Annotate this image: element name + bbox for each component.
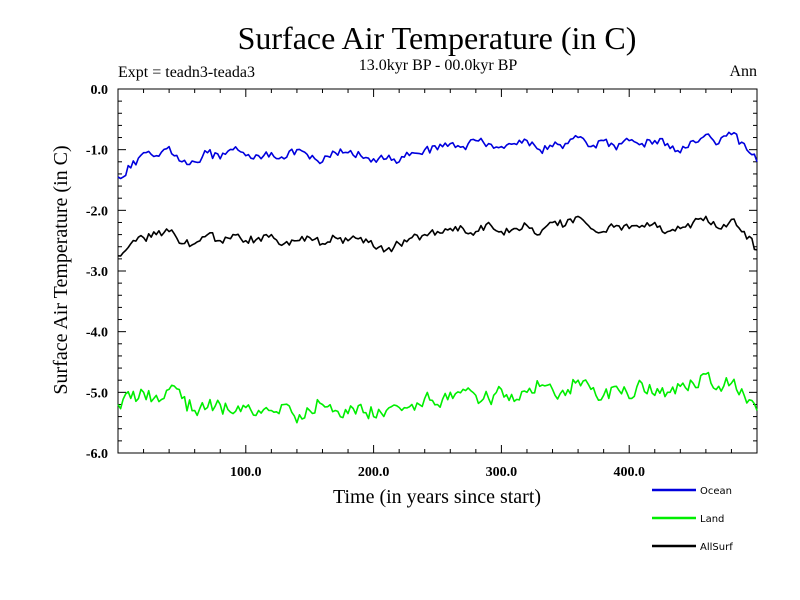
x-tick-label: 300.0	[486, 465, 518, 480]
y-axis-label: Surface Air Temperature (in C)	[50, 145, 72, 394]
y-tick-label: -1.0	[86, 144, 108, 159]
season-label: Ann	[729, 63, 757, 80]
y-tick-label: -3.0	[86, 265, 108, 280]
x-axis-label: Time (in years since start)	[333, 486, 541, 508]
experiment-label: Expt = teadn3-teada3	[118, 64, 255, 81]
axes	[117, 88, 758, 454]
y-tick-label: -6.0	[86, 447, 108, 462]
y-tick-label: 0.0	[91, 83, 109, 98]
legend-label-land: Land	[700, 514, 724, 525]
chart-subtitle: 13.0kyr BP - 00.0kyr BP	[359, 57, 518, 74]
legend-label-allsurf: AllSurf	[700, 542, 733, 553]
x-tick-label: 100.0	[230, 465, 262, 480]
y-tick-label: -4.0	[86, 326, 108, 341]
series-line-land	[117, 371, 758, 424]
series-line-ocean	[117, 131, 758, 180]
legend: Ocean Land AllSurf	[652, 486, 733, 553]
x-tick-label: 200.0	[358, 465, 390, 480]
x-tick-label: 400.0	[613, 465, 645, 480]
series-line-allsurf	[117, 215, 758, 257]
y-tick-label: -2.0	[86, 204, 108, 219]
y-tick-label: -5.0	[86, 386, 108, 401]
chart-title: Surface Air Temperature (in C)	[238, 20, 637, 56]
series-layer	[117, 131, 758, 424]
plot-frame	[117, 88, 758, 454]
tick-labels: 100.0 200.0 300.0 400.0 0.0 -1.0 -2.0 -3.0 -4.0 -…	[86, 83, 645, 480]
legend-label-ocean: Ocean	[700, 486, 732, 497]
